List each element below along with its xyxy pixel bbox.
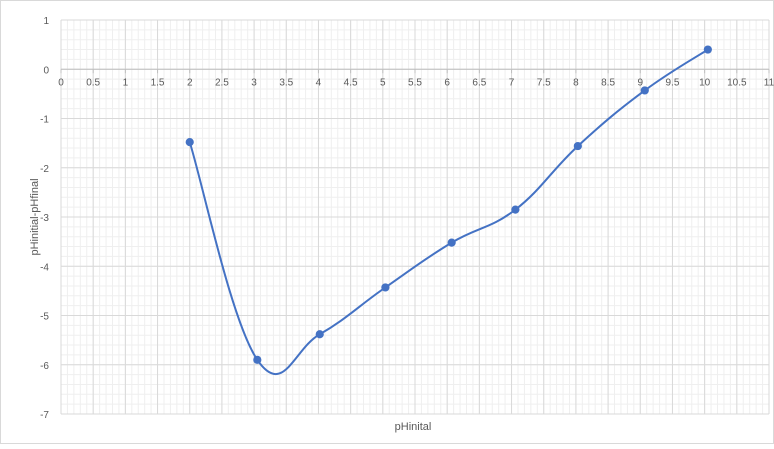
x-tick-label: 7.5 — [537, 77, 551, 88]
series-layer — [185, 45, 712, 376]
x-tick-label: 5 — [380, 77, 386, 88]
x-tick-label: 4.5 — [344, 77, 358, 88]
x-tick-label: 2 — [187, 77, 193, 88]
x-tick-label: 3 — [251, 77, 257, 88]
x-tick-label: 4 — [316, 77, 322, 88]
x-tick-label: 8 — [573, 77, 579, 88]
x-tick-label: 8.5 — [601, 77, 615, 88]
data-point — [253, 355, 262, 364]
x-tick-label: 9.5 — [666, 77, 680, 88]
y-tick-label: -1 — [40, 115, 49, 126]
x-axis-title: pHinital — [395, 421, 432, 433]
x-tick-label: 0 — [58, 77, 64, 88]
x-tick-label: 6 — [444, 77, 450, 88]
y-tick-label: -5 — [40, 312, 49, 323]
data-point — [447, 238, 456, 247]
x-tick-label: 10 — [699, 77, 711, 88]
x-tick-label: 6.5 — [472, 77, 486, 88]
major-grid — [60, 19, 770, 415]
x-tick-label: 5.5 — [408, 77, 422, 88]
x-tick-label: 3.5 — [279, 77, 293, 88]
y-tick-label: 0 — [43, 65, 49, 76]
y-tick-labels: 1 0 -1 -2 -3 -4 -5 -6 -7 — [40, 16, 49, 421]
data-point — [573, 141, 582, 151]
y-tick-label: -6 — [40, 361, 49, 372]
data-point — [381, 283, 390, 292]
x-tick-label: 11 — [764, 77, 774, 88]
data-point — [185, 138, 194, 147]
y-tick-label: -2 — [40, 164, 49, 175]
data-point — [511, 205, 520, 214]
y-tick-label: 1 — [43, 16, 49, 27]
y-tick-label: -3 — [40, 213, 49, 224]
data-point — [640, 86, 649, 95]
x-tick-labels: 0 0.5 1 1.5 2 2.5 3 3.5 4 4.5 5 5.5 6 6.5 7 7.5 8 8.5 9 9.5… — [58, 77, 774, 88]
x-tick-label: 7 — [509, 77, 515, 88]
x-tick-label: 2.5 — [215, 77, 229, 88]
data-point — [315, 330, 324, 339]
x-tick-label: 10.5 — [727, 77, 747, 88]
x-tick-label: 9 — [637, 77, 643, 88]
y-tick-label: -7 — [40, 410, 49, 421]
data-point — [703, 45, 712, 54]
y-tick-label: -4 — [40, 262, 49, 273]
x-tick-label: 1 — [123, 77, 129, 88]
y-axis-title: pHinitial-pHfinal — [29, 178, 41, 255]
x-tick-label: 0.5 — [86, 77, 100, 88]
x-tick-label: 1.5 — [151, 77, 165, 88]
